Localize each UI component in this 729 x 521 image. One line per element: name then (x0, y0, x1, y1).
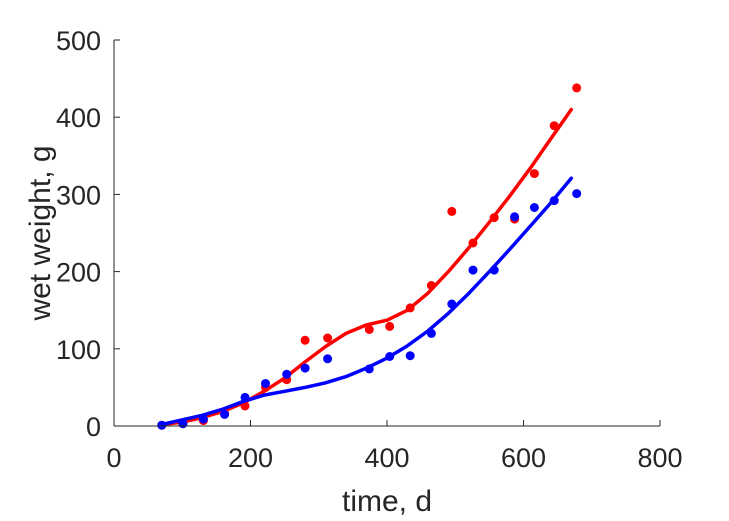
data-point (447, 206, 457, 216)
data-point (426, 281, 436, 290)
data-point (240, 401, 250, 411)
y-tick-label: 400 (56, 103, 101, 133)
data-point (385, 321, 395, 331)
data-point (198, 414, 208, 424)
y-tick-label: 200 (56, 258, 101, 288)
y-tick-label: 500 (56, 26, 101, 56)
data-point (510, 212, 520, 222)
y-axis-label: wet weight, g (24, 145, 57, 321)
data-point (468, 265, 478, 275)
x-tick-label: 800 (637, 443, 682, 473)
series-1 (157, 83, 582, 430)
data-point (220, 409, 230, 419)
data-point (468, 238, 478, 248)
data-point (489, 265, 499, 275)
data-point (549, 196, 559, 206)
x-tick-label: 400 (364, 443, 409, 473)
x-axis-label: time, d (342, 485, 432, 518)
y-ticks: 0 100 200 300 400 500 (56, 26, 120, 442)
data-point (489, 213, 499, 223)
data-point (261, 379, 270, 388)
data-point (282, 369, 292, 379)
data-point (405, 351, 415, 361)
data-point (529, 169, 539, 179)
data-point (323, 333, 333, 343)
data-point (178, 419, 188, 429)
plot-area (157, 83, 582, 430)
y-tick-label: 100 (56, 335, 101, 365)
data-point (240, 392, 250, 402)
data-point (447, 299, 457, 309)
data-point (300, 335, 310, 345)
fit-curve (160, 107, 574, 427)
data-point (364, 325, 374, 334)
series-2 (157, 176, 582, 430)
data-point (426, 328, 436, 338)
y-tick-label: 0 (86, 412, 101, 442)
data-point (385, 352, 395, 361)
data-point (300, 363, 310, 373)
data-point (572, 83, 582, 93)
data-point (364, 364, 374, 374)
data-point (323, 354, 333, 364)
data-point (572, 189, 582, 199)
data-point (405, 303, 415, 313)
x-ticks: 0 200 400 600 800 (106, 420, 683, 473)
x-tick-label: 200 (228, 443, 273, 473)
x-tick-label: 0 (106, 443, 121, 473)
series-layer (157, 83, 582, 430)
y-tick-label: 300 (56, 180, 101, 210)
x-tick-label: 600 (501, 443, 546, 473)
axes: 0 200 400 600 800 0 100 200 300 400 500 (56, 26, 683, 473)
data-point (157, 420, 167, 430)
fit-curve (160, 176, 574, 427)
data-point (549, 121, 559, 131)
data-point (529, 203, 539, 212)
